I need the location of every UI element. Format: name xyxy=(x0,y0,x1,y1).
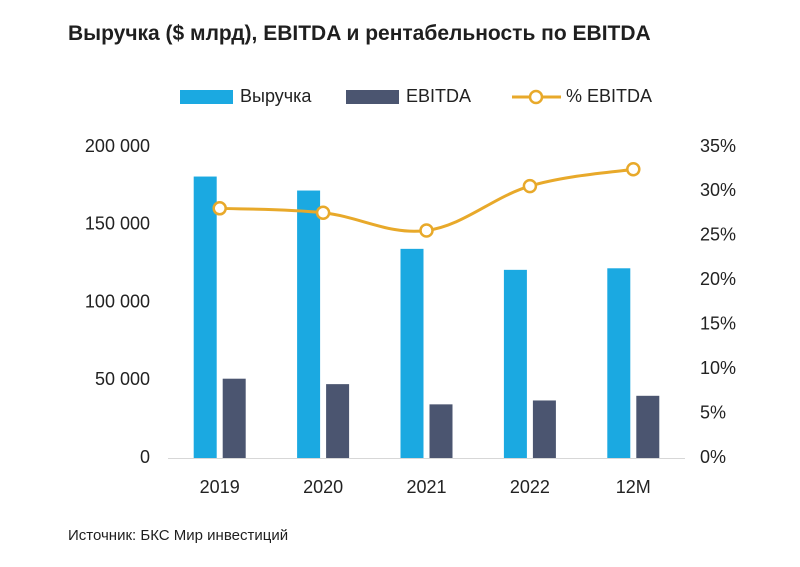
revenue-bar xyxy=(193,176,217,459)
margin-point xyxy=(419,223,434,238)
legend: Выручка EBITDA % EBITDA xyxy=(180,86,652,106)
legend-swatch-revenue xyxy=(180,90,233,104)
y-left-tick-label: 150 000 xyxy=(85,214,150,234)
legend-label-margin: % EBITDA xyxy=(566,86,652,106)
legend-label-ebitda: EBITDA xyxy=(406,86,471,106)
margin-line-path xyxy=(219,167,634,233)
x-tick-label: 2021 xyxy=(406,477,446,497)
margin-point xyxy=(315,205,331,221)
margin-point xyxy=(626,161,641,177)
chart-title: Выручка ($ млрд), EBITDA и рентабельност… xyxy=(68,22,651,45)
x-tick-label: 12M xyxy=(616,477,651,497)
margin-point xyxy=(522,178,538,194)
y-right-tick-label: 25% xyxy=(700,225,736,245)
source-note: Источник: БКС Мир инвестиций xyxy=(68,527,289,544)
legend-marker-margin xyxy=(528,89,544,105)
margin-line xyxy=(212,161,641,238)
y-right-tick-label: 30% xyxy=(700,180,736,200)
revenue-bar xyxy=(503,269,527,458)
legend-label-revenue: Выручка xyxy=(240,86,312,106)
y-left-tick-label: 100 000 xyxy=(85,291,150,311)
y-right-tick-label: 20% xyxy=(700,269,736,289)
x-tick-label: 2022 xyxy=(510,477,550,497)
y-axis-right: 0% 5% 10% 15% 20% 25% 30% 35% xyxy=(700,136,736,467)
revenue-bar xyxy=(400,248,424,458)
ebitda-bar xyxy=(636,395,660,458)
ebitda-bar xyxy=(429,404,453,458)
ebitda-bar xyxy=(326,384,350,458)
margin-point xyxy=(212,201,227,216)
y-right-tick-label: 5% xyxy=(700,402,726,422)
y-left-tick-label: 0 xyxy=(140,447,150,467)
bars xyxy=(193,176,660,459)
revenue-bar xyxy=(607,268,631,458)
legend-item-margin: % EBITDA xyxy=(512,86,652,106)
legend-swatch-ebitda xyxy=(346,90,399,104)
y-right-tick-label: 10% xyxy=(700,358,736,378)
legend-item-revenue: Выручка xyxy=(180,86,312,106)
y-right-tick-label: 0% xyxy=(700,447,726,467)
ebitda-bar xyxy=(532,400,556,458)
y-right-tick-label: 15% xyxy=(700,313,736,333)
revenue-bar xyxy=(297,190,321,459)
legend-item-ebitda: EBITDA xyxy=(346,86,471,106)
y-left-tick-label: 50 000 xyxy=(95,369,150,389)
y-left-tick-label: 200 000 xyxy=(85,136,150,156)
x-tick-label: 2019 xyxy=(200,477,240,497)
x-tick-label: 2020 xyxy=(303,477,343,497)
y-axis-left: 0 50 000 100 000 150 000 200 000 xyxy=(85,136,150,467)
ebitda-bar xyxy=(222,378,246,458)
y-right-tick-label: 35% xyxy=(700,136,736,156)
x-axis: 2019 2020 2021 2022 12M xyxy=(200,477,651,497)
